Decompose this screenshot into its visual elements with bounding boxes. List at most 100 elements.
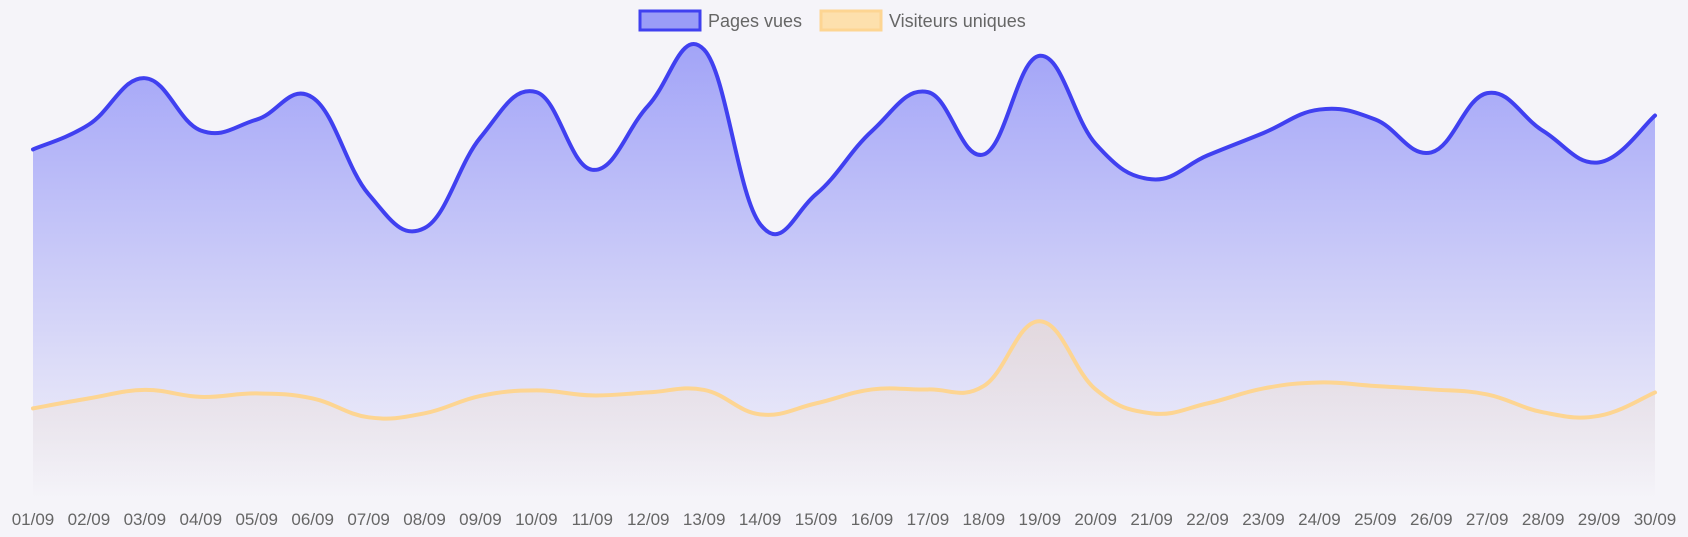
legend-item-visiteurs-uniques[interactable]: Visiteurs uniques (819, 9, 1026, 32)
x-axis-tick-labels: 01/09 02/09 03/09 04/09 05/09 06/09 07/09 08/09… (12, 510, 1677, 529)
x-tick-label: 10/09 (515, 510, 558, 529)
data-point-pages-vues-26-09[interactable] (1422, 143, 1440, 161)
x-tick-label: 02/09 (68, 510, 111, 529)
data-point-visiteurs-uniques-27-09[interactable] (1478, 385, 1496, 403)
data-point-visiteurs-uniques-28-09[interactable] (1534, 403, 1552, 421)
x-tick-label: 04/09 (180, 510, 223, 529)
data-point-visiteurs-uniques-11-09[interactable] (583, 386, 601, 404)
legend-item-pages-vues[interactable]: Pages vues (638, 9, 802, 32)
data-point-visiteurs-uniques-05-09[interactable] (248, 384, 266, 402)
x-tick-label: 23/09 (1242, 510, 1285, 529)
data-point-visiteurs-uniques-14-09[interactable] (751, 405, 769, 423)
data-point-visiteurs-uniques-04-09[interactable] (192, 388, 210, 406)
data-point-visiteurs-uniques-16-09[interactable] (863, 380, 881, 398)
data-point-visiteurs-uniques-22-09[interactable] (1199, 394, 1217, 412)
x-tick-label: 09/09 (459, 510, 502, 529)
data-point-visiteurs-uniques-13-09[interactable] (695, 381, 713, 399)
x-tick-label: 15/09 (795, 510, 838, 529)
data-point-visiteurs-uniques-19-09[interactable] (1031, 312, 1049, 330)
x-tick-label: 03/09 (124, 510, 167, 529)
x-tick-label: 24/09 (1298, 510, 1341, 529)
data-point-pages-vues-25-09[interactable] (1366, 111, 1384, 129)
data-point-pages-vues-18-09[interactable] (975, 145, 993, 163)
x-tick-label: 20/09 (1074, 510, 1117, 529)
data-point-pages-vues-06-09[interactable] (304, 89, 322, 107)
x-tick-label: 05/09 (235, 510, 278, 529)
data-point-pages-vues-04-09[interactable] (192, 121, 210, 139)
data-point-visiteurs-uniques-03-09[interactable] (136, 381, 154, 399)
data-point-pages-vues-11-09[interactable] (583, 161, 601, 179)
data-point-pages-vues-02-09[interactable] (80, 116, 98, 134)
data-point-pages-vues-30-09[interactable] (1646, 107, 1664, 125)
data-point-visiteurs-uniques-23-09[interactable] (1254, 379, 1272, 397)
data-point-visiteurs-uniques-30-09[interactable] (1646, 383, 1664, 401)
x-tick-label: 07/09 (347, 510, 390, 529)
data-point-pages-vues-09-09[interactable] (471, 128, 489, 146)
data-point-visiteurs-uniques-08-09[interactable] (416, 404, 434, 422)
x-tick-label: 13/09 (683, 510, 726, 529)
data-point-pages-vues-05-09[interactable] (248, 111, 266, 129)
data-point-pages-vues-01-09[interactable] (24, 140, 42, 158)
x-tick-label: 16/09 (851, 510, 894, 529)
data-point-pages-vues-08-09[interactable] (416, 219, 434, 237)
data-point-pages-vues-20-09[interactable] (1087, 135, 1105, 153)
x-tick-label: 29/09 (1578, 510, 1621, 529)
x-tick-label: 21/09 (1130, 510, 1173, 529)
area-visiteurs-uniques (33, 321, 1655, 498)
series-areas (33, 44, 1655, 499)
legend: Pages vues Visiteurs uniques (638, 9, 1026, 32)
data-point-visiteurs-uniques-06-09[interactable] (304, 389, 322, 407)
x-tick-label: 22/09 (1186, 510, 1229, 529)
data-point-visiteurs-uniques-25-09[interactable] (1366, 377, 1384, 395)
legend-swatch-pages-vues (638, 9, 702, 32)
data-point-pages-vues-14-09[interactable] (751, 215, 769, 233)
series-lines (24, 41, 1664, 426)
data-point-pages-vues-17-09[interactable] (919, 83, 937, 101)
data-point-pages-vues-12-09[interactable] (639, 97, 657, 115)
data-point-visiteurs-uniques-15-09[interactable] (807, 394, 825, 412)
data-point-visiteurs-uniques-12-09[interactable] (639, 383, 657, 401)
data-point-visiteurs-uniques-10-09[interactable] (527, 381, 545, 399)
data-point-pages-vues-24-09[interactable] (1310, 101, 1328, 119)
data-point-pages-vues-19-09[interactable] (1031, 47, 1049, 65)
data-point-visiteurs-uniques-29-09[interactable] (1590, 407, 1608, 425)
data-point-visiteurs-uniques-20-09[interactable] (1087, 380, 1105, 398)
data-point-pages-vues-13-09[interactable] (695, 41, 713, 59)
x-tick-label: 01/09 (12, 510, 55, 529)
data-point-pages-vues-23-09[interactable] (1254, 124, 1272, 142)
x-tick-label: 11/09 (572, 510, 613, 529)
x-tick-label: 19/09 (1018, 510, 1061, 529)
legend-label-pages-vues: Pages vues (708, 11, 802, 31)
data-point-pages-vues-03-09[interactable] (136, 69, 154, 87)
area-pages-vues (33, 44, 1655, 499)
data-point-pages-vues-10-09[interactable] (527, 83, 545, 101)
data-point-pages-vues-15-09[interactable] (807, 185, 825, 203)
data-point-visiteurs-uniques-09-09[interactable] (471, 387, 489, 405)
data-point-visiteurs-uniques-21-09[interactable] (1143, 404, 1161, 422)
data-point-visiteurs-uniques-01-09[interactable] (24, 399, 42, 417)
x-tick-label: 17/09 (907, 510, 950, 529)
x-tick-label: 06/09 (291, 510, 334, 529)
data-point-visiteurs-uniques-18-09[interactable] (975, 377, 993, 395)
x-tick-label: 12/09 (627, 510, 670, 529)
x-tick-label: 08/09 (403, 510, 446, 529)
data-point-pages-vues-29-09[interactable] (1590, 153, 1608, 171)
x-tick-label: 25/09 (1354, 510, 1397, 529)
x-tick-label: 18/09 (963, 510, 1006, 529)
data-point-visiteurs-uniques-07-09[interactable] (360, 408, 378, 426)
data-point-visiteurs-uniques-02-09[interactable] (80, 389, 98, 407)
legend-swatch-visiteurs-uniques (819, 9, 883, 32)
data-point-visiteurs-uniques-17-09[interactable] (919, 380, 937, 398)
line-visiteurs-uniques (31, 319, 1657, 421)
data-point-pages-vues-22-09[interactable] (1199, 146, 1217, 164)
data-point-pages-vues-28-09[interactable] (1534, 122, 1552, 140)
data-point-visiteurs-uniques-26-09[interactable] (1422, 380, 1440, 398)
legend-label-visiteurs-uniques: Visiteurs uniques (889, 11, 1026, 31)
data-point-pages-vues-21-09[interactable] (1143, 170, 1161, 188)
data-point-pages-vues-07-09[interactable] (360, 185, 378, 203)
data-point-visiteurs-uniques-24-09[interactable] (1310, 373, 1328, 391)
data-point-pages-vues-16-09[interactable] (863, 122, 881, 140)
data-point-pages-vues-27-09[interactable] (1478, 84, 1496, 102)
x-tick-label: 30/09 (1634, 510, 1677, 529)
